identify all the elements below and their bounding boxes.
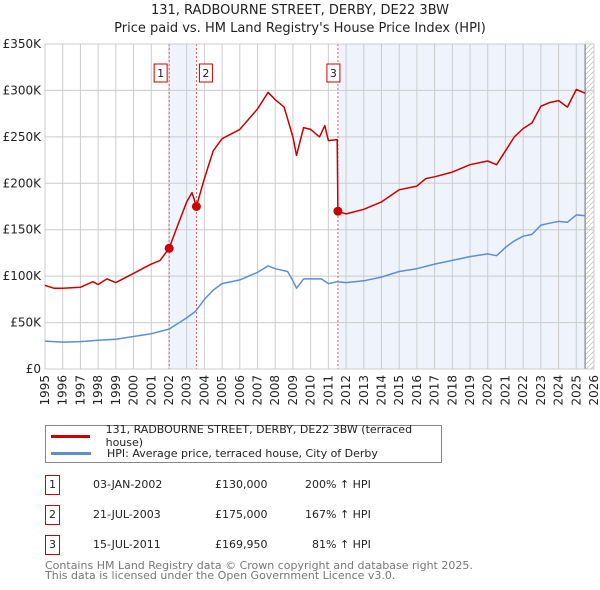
transaction-number-badge: 3 — [45, 535, 60, 555]
x-tick-label: 2010 — [304, 375, 318, 406]
sale-point — [191, 202, 201, 211]
transaction-date: 15-JUL-2011 — [93, 538, 161, 551]
x-tick-label: 2008 — [268, 375, 282, 406]
x-tick-label: 2011 — [321, 375, 335, 406]
x-tick-label: 2006 — [233, 375, 247, 406]
x-tick-label: 1997 — [73, 375, 87, 406]
x-tick-label: 2004 — [197, 375, 211, 406]
sale-point — [333, 206, 343, 216]
sale-label-number: 2 — [202, 67, 209, 80]
x-tick-label: 2016 — [410, 375, 424, 406]
chart-subtitle: Price paid vs. HM Land Registry's House … — [114, 21, 486, 36]
x-tick-label: 2024 — [552, 375, 566, 406]
transaction-date: 03-JAN-2002 — [93, 478, 163, 491]
hpi-line — [44, 214, 586, 343]
x-tick-label: 2022 — [516, 375, 530, 406]
x-tick-label: 2013 — [357, 375, 371, 406]
y-tick-label: £50K — [10, 316, 42, 330]
legend-item-property: 131, RADBOURNE STREET, DERBY, DE22 3BW (… — [46, 423, 441, 449]
x-tick-label: 2020 — [481, 375, 495, 406]
x-tick-label: 2021 — [498, 375, 512, 406]
x-tick-label: 2000 — [127, 375, 141, 406]
x-tick-label: 2015 — [392, 375, 406, 406]
x-tick-label: 2009 — [286, 375, 300, 406]
legend-item-hpi: HPI: Average price, terraced house, City… — [46, 445, 378, 461]
y-tick-label: £350K — [3, 37, 43, 51]
transaction-date: 21-JUL-2003 — [93, 508, 161, 521]
transaction-hpi-change: 200% ↑ HPI — [305, 478, 371, 491]
sale-label-border — [198, 63, 213, 83]
transaction-number-badge: 2 — [45, 505, 60, 525]
transaction-price: £169,950 — [215, 538, 268, 551]
x-tick-label: 2007 — [251, 375, 265, 406]
transaction-row: 3 15-JUL-2011 £169,950 81% ↑ HPI — [45, 535, 465, 555]
sale-label-number: 3 — [330, 67, 337, 80]
sale-label-box: 2 — [198, 63, 213, 83]
x-tick-label: 2014 — [374, 375, 388, 406]
transaction-number-badge: 1 — [45, 475, 60, 495]
legend-label: 131, RADBOURNE STREET, DERBY, DE22 3BW (… — [105, 423, 413, 449]
x-tick-label: 2012 — [339, 375, 353, 406]
sale-label-border — [326, 63, 341, 83]
legend-swatch-red — [51, 434, 90, 438]
y-tick-label: £0 — [26, 362, 41, 376]
x-tick-label: 2003 — [180, 375, 194, 406]
x-tick-label: 1995 — [38, 375, 52, 406]
transaction-hpi-change: 81% ↑ HPI — [312, 538, 371, 551]
sale-label-number: 1 — [157, 67, 164, 80]
y-tick-label: £300K — [3, 83, 43, 97]
x-tick-label: 2017 — [428, 375, 442, 406]
x-tick-label: 2019 — [463, 375, 477, 406]
footer-line-2: This data is licensed under the Open Gov… — [45, 569, 396, 582]
y-tick-label: £150K — [3, 223, 43, 237]
y-tick-label: £100K — [3, 269, 43, 283]
sale-label-box: 3 — [326, 63, 341, 83]
x-tick-label: 2023 — [534, 375, 548, 406]
transaction-row: 1 03-JAN-2002 £130,000 200% ↑ HPI — [45, 475, 465, 495]
transaction-price: £175,000 — [215, 508, 268, 521]
x-tick-label: 2026 — [587, 375, 600, 406]
x-tick-label: 2002 — [162, 375, 176, 406]
x-tick-label: 2001 — [144, 375, 158, 406]
x-tick-label: 2025 — [569, 375, 583, 406]
transaction-price: £130,000 — [215, 478, 268, 491]
sale-label-box: 1 — [153, 63, 168, 83]
transaction-hpi-change: 167% ↑ HPI — [305, 508, 371, 521]
x-tick-label: 1998 — [91, 375, 105, 406]
sale-point — [164, 243, 174, 253]
shaded-period — [337, 44, 586, 369]
y-tick-label: £200K — [3, 176, 43, 190]
plot-frame — [44, 43, 595, 370]
y-tick-label: £250K — [3, 130, 43, 144]
legend-swatch-blue — [51, 451, 91, 455]
chart-title: 131, RADBOURNE STREET, DERBY, DE22 3BW — [150, 3, 450, 18]
footer: Contains HM Land Registry data © Crown c… — [45, 559, 473, 582]
x-tick-label: 1996 — [56, 375, 70, 406]
sale-label-border — [153, 63, 168, 83]
legend-label: HPI: Average price, terraced house, City… — [107, 446, 378, 460]
x-tick-label: 2018 — [445, 375, 459, 406]
footer-line-1: Contains HM Land Registry data © Crown c… — [45, 559, 473, 572]
x-tick-label: 2005 — [215, 375, 229, 406]
forecast-hatch — [585, 44, 594, 369]
price-chart: 1995 1996 1997 1998 1999 2000 2001 2002 2003 2004… — [3, 37, 600, 406]
x-tick-label: 1999 — [109, 375, 123, 406]
transaction-row: 2 21-JUL-2003 £175,000 167% ↑ HPI — [45, 505, 465, 525]
property-price-line — [44, 88, 586, 289]
legend: 131, RADBOURNE STREET, DERBY, DE22 3BW (… — [45, 423, 442, 463]
